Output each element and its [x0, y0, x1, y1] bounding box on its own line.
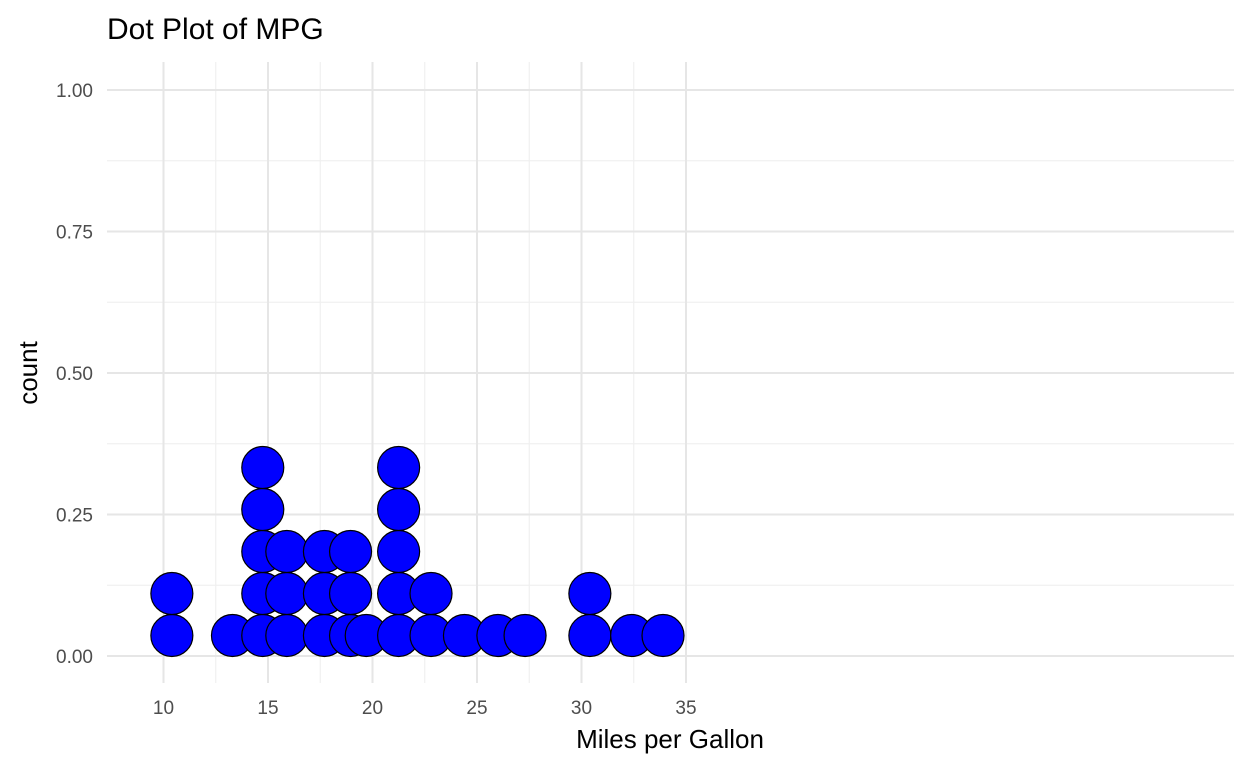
- dot-point: [265, 529, 309, 574]
- x-axis-title: Miles per Gallon: [576, 724, 764, 754]
- dot-point: [503, 613, 547, 658]
- x-tick-label: 25: [466, 698, 487, 719]
- dot-point: [265, 613, 309, 658]
- dot-point: [150, 571, 194, 616]
- dot-point: [641, 613, 685, 658]
- dot-point: [150, 613, 194, 658]
- dot-point: [241, 445, 285, 490]
- dot-point: [328, 571, 373, 616]
- x-axis-tick-labels: 10 15 20 25 30 35: [153, 698, 697, 719]
- x-tick-label: 10: [153, 698, 174, 719]
- dot-stacks: [150, 445, 685, 658]
- dot-point: [377, 487, 421, 532]
- chart-title: Dot Plot of MPG: [107, 13, 324, 46]
- y-tick-label: 0.75: [56, 223, 93, 244]
- y-axis-tick-labels: 0.00 0.25 0.50 0.75 1.00: [56, 81, 93, 668]
- y-tick-label: 0.00: [56, 647, 93, 668]
- y-tick-label: 0.25: [56, 506, 93, 527]
- dot-point: [409, 571, 453, 616]
- y-tick-label: 1.00: [56, 81, 93, 102]
- dot-point: [328, 529, 373, 574]
- dot-point: [568, 571, 612, 616]
- dot-point: [568, 613, 612, 658]
- dot-point: [377, 529, 421, 574]
- x-tick-label: 15: [257, 698, 278, 719]
- dot-point: [241, 487, 285, 532]
- dot-point: [377, 445, 421, 490]
- x-tick-label: 20: [362, 698, 383, 719]
- x-tick-label: 35: [675, 698, 696, 719]
- x-tick-label: 30: [571, 698, 592, 719]
- y-axis-title: count: [13, 340, 43, 404]
- y-tick-label: 0.50: [56, 364, 93, 385]
- dot-point: [265, 571, 309, 616]
